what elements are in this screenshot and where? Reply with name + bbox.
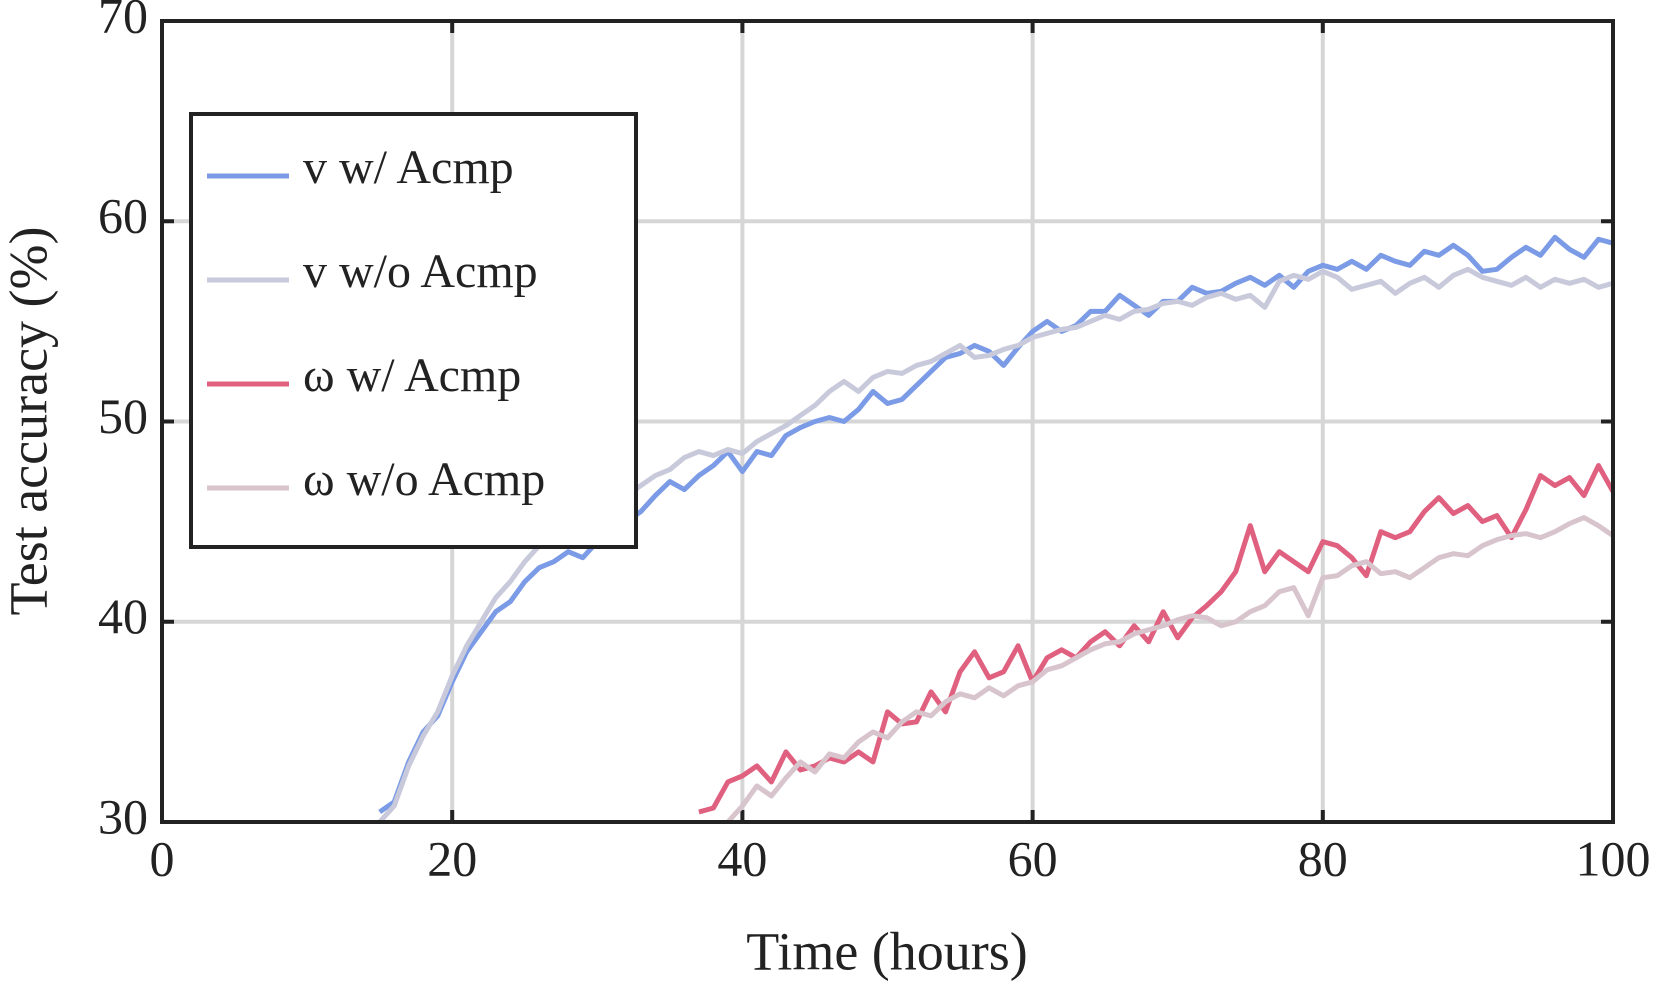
x-tick-label: 20 [427,830,477,886]
x-tick-label: 60 [1008,830,1058,886]
data-line [726,515,1613,822]
y-tick-label: 60 [98,188,148,244]
x-tick-label: 0 [150,830,175,886]
x-tick-label: 100 [1576,830,1651,886]
x-tick-label: 80 [1298,830,1348,886]
y-tick-label: 40 [98,588,148,644]
legend-label: v w/ Acmp [303,141,514,194]
y-tick-label: 50 [98,388,148,444]
data-line [698,463,1613,815]
x-axis-title: Time (hours) [746,921,1028,981]
x-tick-label: 40 [717,830,767,886]
data-line [378,234,1613,815]
y-tick-label: 30 [98,788,148,844]
legend-box [189,112,638,549]
plot-lines [377,234,1613,822]
y-tick-label: 70 [98,0,148,43]
legend-label: v w/o Acmp [303,245,538,298]
legend-label: ω w/o Acmp [303,453,545,506]
y-axis-title: Test accuracy (%) [0,227,58,616]
plot-frame [160,19,1615,824]
legend-label: ω w/ Acmp [303,349,521,402]
